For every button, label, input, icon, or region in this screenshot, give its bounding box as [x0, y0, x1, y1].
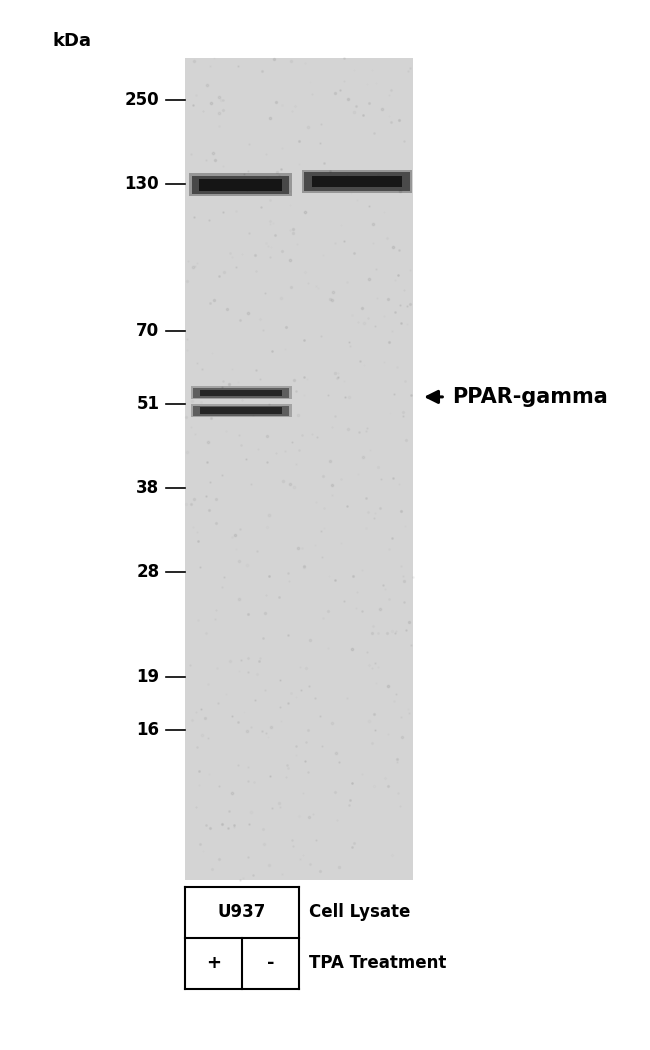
Bar [193, 405, 289, 416]
Bar [190, 386, 292, 399]
Bar [185, 58, 413, 880]
Text: 28: 28 [136, 563, 159, 582]
Text: 16: 16 [136, 720, 159, 739]
Text: 130: 130 [125, 174, 159, 193]
Bar [189, 173, 292, 196]
Text: -: - [266, 954, 274, 972]
Bar [190, 404, 292, 417]
Bar [200, 407, 282, 414]
Text: 51: 51 [136, 395, 159, 414]
Bar [302, 170, 412, 193]
Text: +: + [206, 954, 221, 972]
Text: 19: 19 [136, 668, 159, 687]
Bar [200, 390, 282, 396]
Bar [192, 175, 289, 194]
Text: kDa: kDa [52, 33, 91, 50]
Bar [199, 180, 282, 191]
Bar [193, 387, 289, 398]
Text: TPA Treatment: TPA Treatment [309, 954, 446, 972]
Text: 38: 38 [136, 479, 159, 498]
Text: PPAR-gamma: PPAR-gamma [452, 386, 608, 407]
Bar [304, 172, 410, 191]
Text: Cell Lysate: Cell Lysate [309, 903, 410, 922]
Text: 70: 70 [136, 321, 159, 340]
Text: U937: U937 [218, 903, 266, 922]
Text: 250: 250 [125, 90, 159, 109]
Bar [312, 175, 402, 187]
